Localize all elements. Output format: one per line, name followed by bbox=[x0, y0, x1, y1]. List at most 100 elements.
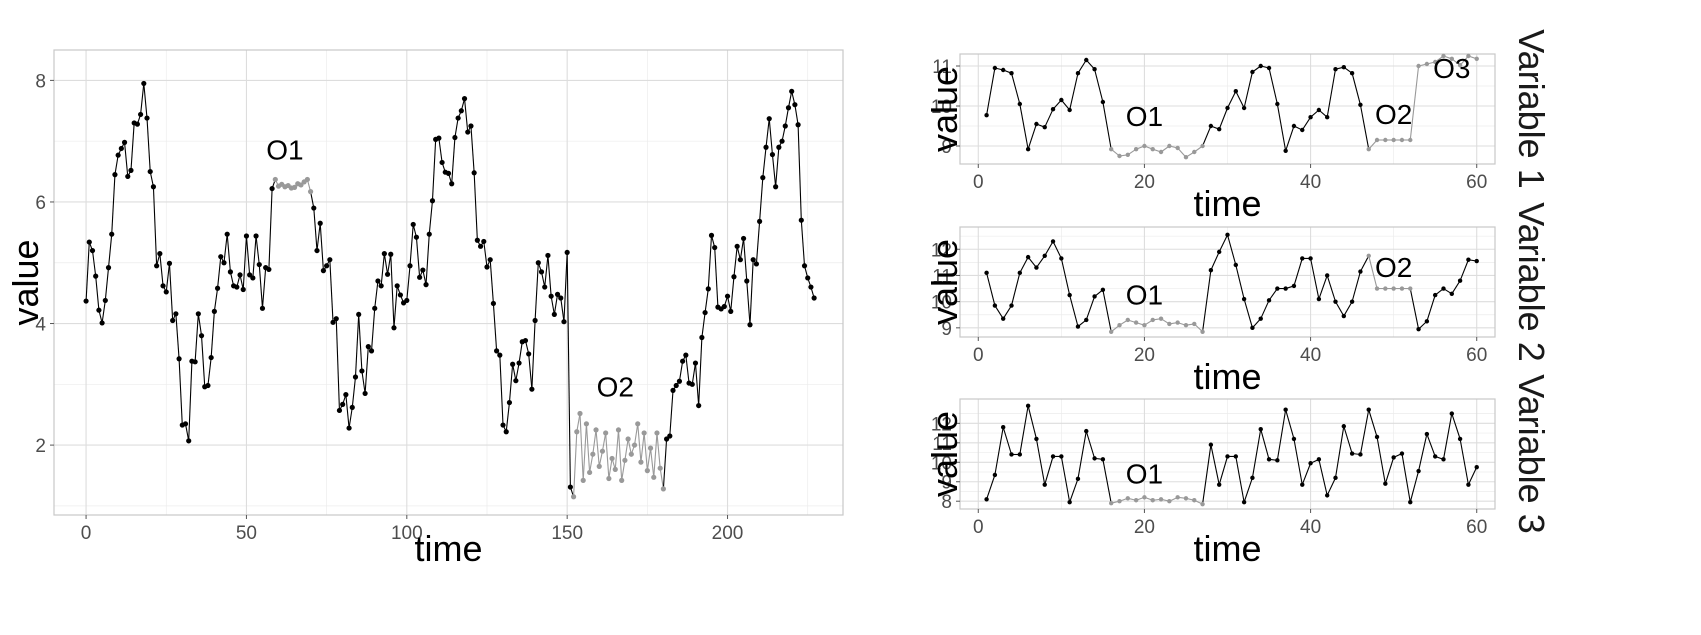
outlier-data-point bbox=[654, 430, 660, 436]
y-tick-label: 2 bbox=[35, 436, 46, 457]
outlier-data-point bbox=[644, 468, 650, 474]
data-point bbox=[413, 234, 420, 240]
data-point bbox=[109, 231, 115, 237]
outlier-data-point bbox=[1117, 323, 1122, 328]
data-point bbox=[1084, 317, 1089, 323]
data-point bbox=[1258, 63, 1263, 69]
series-line-segment bbox=[994, 305, 1004, 319]
outlier-line-segment bbox=[637, 423, 642, 463]
data-point bbox=[699, 334, 705, 341]
outlier-data-point bbox=[1200, 501, 1205, 507]
data-point bbox=[1208, 268, 1214, 273]
data-point bbox=[218, 254, 224, 260]
data-point bbox=[561, 319, 567, 325]
series-line-segment bbox=[159, 253, 164, 286]
data-point bbox=[96, 307, 102, 313]
series-line-segment bbox=[107, 234, 113, 268]
series-line-segment bbox=[197, 313, 203, 336]
data-point bbox=[182, 421, 189, 427]
data-point bbox=[1316, 296, 1322, 302]
series-line-segment bbox=[438, 138, 443, 163]
data-point bbox=[673, 382, 679, 389]
data-point bbox=[1358, 102, 1363, 108]
series-line-segment bbox=[370, 308, 376, 351]
series-line-segment bbox=[730, 276, 735, 312]
outlier-data-point bbox=[1408, 286, 1413, 291]
data-point bbox=[330, 319, 336, 325]
data-point bbox=[1358, 452, 1363, 457]
series-line-segment bbox=[387, 254, 392, 275]
data-point bbox=[1000, 316, 1006, 321]
outlier-data-point bbox=[291, 184, 298, 190]
outlier-data-point bbox=[599, 448, 606, 454]
series-line-segment bbox=[329, 259, 334, 323]
series-line-segment bbox=[310, 191, 315, 209]
data-point bbox=[1225, 232, 1230, 238]
outlier-data-point bbox=[577, 410, 583, 417]
data-point bbox=[497, 352, 503, 358]
data-point bbox=[176, 356, 182, 362]
series-line-segment bbox=[1094, 69, 1104, 103]
data-point bbox=[551, 311, 557, 318]
series-line-segment bbox=[261, 267, 267, 309]
series-line-segment bbox=[168, 263, 174, 321]
series-line-segment bbox=[1426, 294, 1436, 322]
outlier-line-segment bbox=[656, 432, 661, 469]
data-point bbox=[992, 303, 998, 308]
outlier-data-point bbox=[1125, 496, 1131, 501]
series-line-segment bbox=[1409, 470, 1420, 503]
data-point bbox=[154, 263, 160, 269]
series-line-segment bbox=[415, 237, 421, 278]
outlier-data-point bbox=[1383, 286, 1388, 291]
outlier-data-point bbox=[1158, 149, 1164, 155]
outlier-data-point bbox=[619, 477, 625, 483]
outlier-data-point bbox=[570, 494, 577, 500]
series-line-segment bbox=[1102, 101, 1112, 150]
outlier-data-point bbox=[1391, 137, 1396, 143]
series-line-segment bbox=[483, 241, 488, 268]
series-line-segment bbox=[383, 253, 389, 275]
series-line-segment bbox=[1235, 456, 1245, 503]
data-point bbox=[1466, 257, 1471, 262]
facet-strip-label: Variable 1 bbox=[1511, 29, 1552, 188]
outlier-line-segment bbox=[624, 438, 629, 461]
data-point bbox=[529, 386, 535, 392]
outlier-annotation: O1 bbox=[1126, 459, 1163, 490]
series-line-segment bbox=[242, 235, 247, 290]
data-point bbox=[163, 289, 169, 295]
data-point bbox=[766, 116, 772, 122]
data-point bbox=[1225, 105, 1230, 111]
outlier-data-point bbox=[1167, 143, 1172, 149]
x-tick-label: 100 bbox=[391, 523, 423, 544]
data-point bbox=[423, 282, 429, 288]
series-line-segment bbox=[1085, 430, 1096, 459]
data-point bbox=[118, 145, 124, 152]
outlier-line-segment bbox=[617, 429, 623, 481]
data-point bbox=[984, 270, 989, 276]
series-line-segment bbox=[550, 296, 555, 315]
data-point bbox=[1034, 121, 1039, 127]
series-line-segment bbox=[1326, 477, 1336, 496]
series-line-segment bbox=[361, 370, 366, 394]
x-axis-title: time bbox=[414, 528, 482, 569]
panel-border bbox=[959, 398, 1496, 510]
series-line-segment bbox=[714, 247, 719, 308]
data-point bbox=[420, 267, 426, 273]
data-point bbox=[356, 311, 362, 318]
series-line-segment bbox=[1210, 251, 1220, 271]
data-point bbox=[1084, 57, 1089, 63]
series-line-segment bbox=[101, 300, 106, 323]
data-point bbox=[1250, 475, 1255, 481]
data-point bbox=[333, 316, 339, 322]
data-point bbox=[125, 173, 131, 180]
outlier-data-point bbox=[574, 429, 580, 435]
data-point bbox=[1233, 454, 1239, 459]
series-line-segment bbox=[1027, 405, 1037, 440]
data-point bbox=[458, 108, 464, 114]
series-line-segment bbox=[489, 259, 494, 304]
data-point bbox=[320, 268, 327, 274]
data-point bbox=[221, 260, 227, 266]
outlier-data-point bbox=[1125, 317, 1131, 323]
outlier-data-point bbox=[1108, 500, 1114, 506]
outlier-data-point bbox=[1183, 496, 1189, 501]
